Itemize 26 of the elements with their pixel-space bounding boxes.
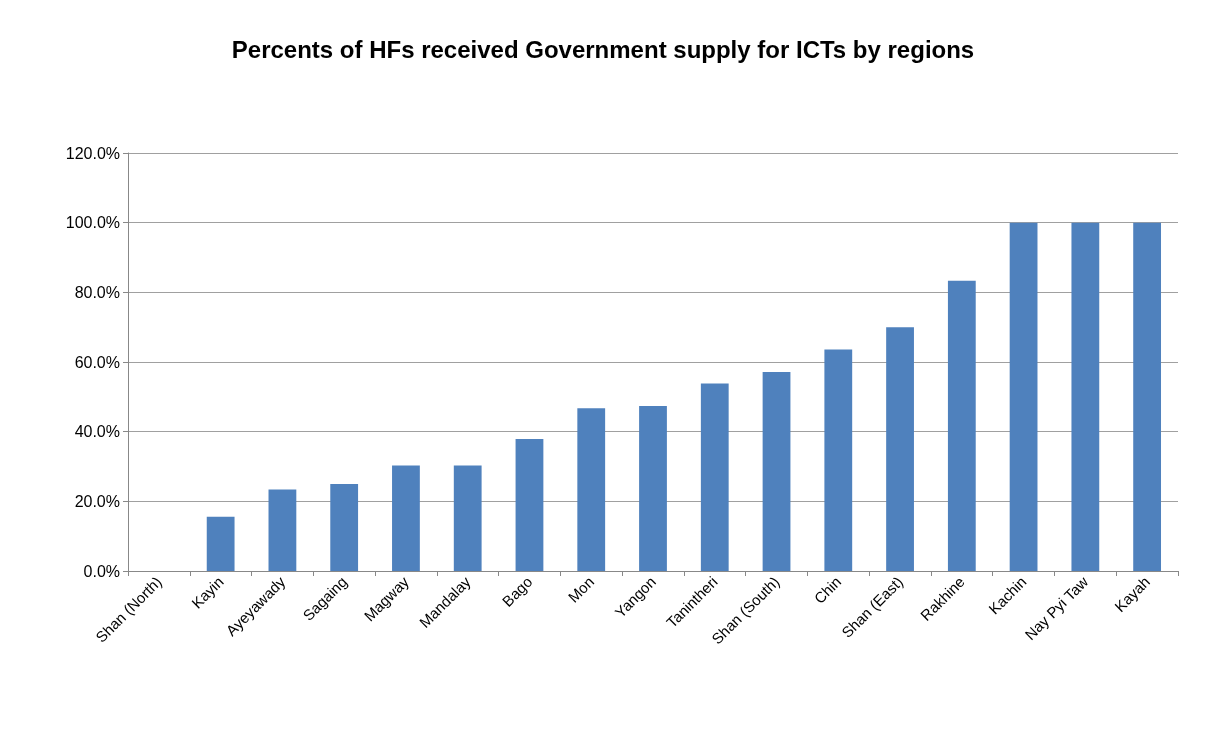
bar [453, 465, 482, 571]
y-tick-label: 60.0% [74, 353, 120, 371]
y-tick-label: 0.0% [83, 562, 120, 580]
x-tick-label: Mon [564, 572, 598, 606]
bar [268, 489, 297, 571]
bar [1071, 222, 1100, 571]
y-tick-label: 120.0% [65, 144, 120, 162]
bar [1133, 222, 1162, 571]
bar [515, 438, 544, 571]
y-tick-label: 20.0% [74, 492, 120, 510]
bar [577, 408, 606, 571]
bar [886, 327, 914, 571]
y-tick-label: 100.0% [65, 214, 120, 232]
chart-title: Percents of HFs received Government supply for ICTs by regions [231, 35, 975, 63]
bar [700, 383, 729, 571]
bar [824, 349, 853, 571]
bar [330, 483, 359, 571]
bar [762, 372, 791, 571]
bar [639, 405, 667, 571]
y-tick-label: 40.0% [74, 423, 120, 441]
y-tick-label: 80.0% [74, 283, 120, 301]
bar [206, 516, 235, 571]
bar [1009, 222, 1038, 571]
bar [947, 280, 976, 571]
bar [392, 465, 420, 571]
x-tick-label: Chin [810, 572, 845, 607]
